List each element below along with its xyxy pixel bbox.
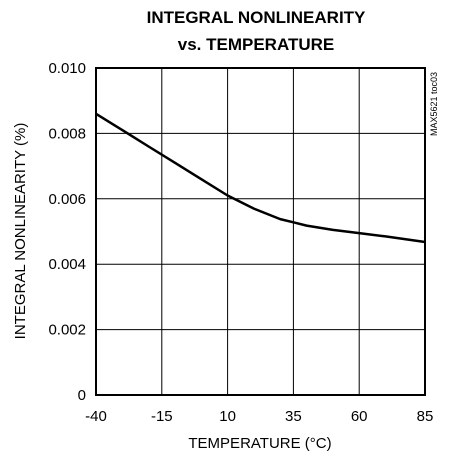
chart-title-line1: INTEGRAL NONLINEARITY <box>147 8 366 27</box>
x-tick-label: 10 <box>219 408 236 425</box>
y-axis-label: INTEGRAL NONLINEARITY (%) <box>12 123 29 340</box>
y-tick-label: 0.002 <box>48 322 86 339</box>
y-tick-label: 0.010 <box>48 60 86 77</box>
grid <box>96 68 425 395</box>
x-axis-label: TEMPERATURE (°C) <box>188 435 331 452</box>
chart-title-line2: vs. TEMPERATURE <box>178 35 335 54</box>
y-tick-label: 0 <box>78 387 86 404</box>
x-tick-label: -15 <box>151 408 173 425</box>
x-tick-label: -40 <box>85 408 107 425</box>
x-tick-label: 85 <box>417 408 434 425</box>
series-line <box>95 112 426 244</box>
y-tick-label: 0.004 <box>48 256 86 273</box>
y-tick-label: 0.006 <box>48 191 86 208</box>
x-tick-label: 35 <box>285 408 302 425</box>
y-tick-labels: 0 0.002 0.004 0.006 0.008 0.010 <box>48 60 86 404</box>
x-tick-label: 60 <box>351 408 368 425</box>
x-tick-labels: -40 -15 10 35 60 85 <box>85 408 433 425</box>
y-tick-label: 0.008 <box>48 125 86 142</box>
plot-frame <box>95 67 426 396</box>
figure-id: MAX5621 toc03 <box>429 72 439 136</box>
series-layer <box>95 112 426 244</box>
